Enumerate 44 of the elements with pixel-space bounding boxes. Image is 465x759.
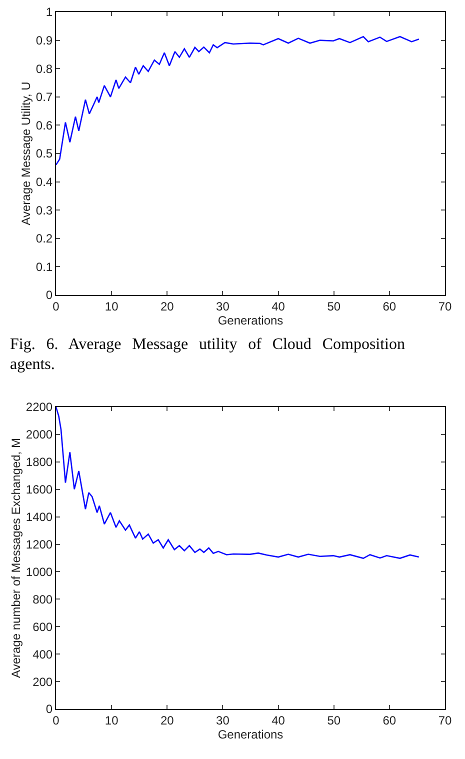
x-tick-label: 10 xyxy=(104,299,119,314)
line-series xyxy=(56,407,420,559)
y-tick-label: 1000 xyxy=(26,564,53,579)
x-tick-label: 70 xyxy=(438,713,452,728)
y-tick-label: 400 xyxy=(32,647,53,662)
y-axis-title: Average Message Utility, U xyxy=(19,82,34,226)
line-series xyxy=(56,36,420,166)
x-tick-label: 50 xyxy=(327,713,341,728)
x-tick-label: 30 xyxy=(216,299,230,314)
x-tick-label: 10 xyxy=(104,713,119,728)
x-tick-label: 20 xyxy=(160,299,174,314)
y-tick-label: 2000 xyxy=(26,428,53,442)
y-tick-label: 0.8 xyxy=(36,62,53,76)
y-tick-label: 0.2 xyxy=(36,232,53,246)
y-tick-label: 0.1 xyxy=(36,260,53,274)
caption: Fig. 6. Average Message utility of Cloud Composition agents. xyxy=(9,335,406,375)
x-tick-label: 50 xyxy=(327,299,341,314)
y-tick-label: 0.9 xyxy=(36,34,53,48)
y-axis-title: Average number of Messages Exchanged, M xyxy=(9,438,24,678)
x-axis-title: Generations xyxy=(218,313,284,328)
y-tick-label: 1600 xyxy=(26,482,53,497)
y-tick-label: 1200 xyxy=(26,537,53,552)
y-tick-label: 1 xyxy=(46,5,53,20)
y-tick-label: 600 xyxy=(32,620,53,634)
y-tick-label: 0 xyxy=(46,702,53,716)
y-tick-label: 0.7 xyxy=(36,90,53,104)
y-tick-label: 0.4 xyxy=(36,175,53,189)
x-tick-label: 60 xyxy=(382,713,396,728)
y-tick-label: 1800 xyxy=(26,455,53,470)
y-tick-label: 0.5 xyxy=(36,146,53,161)
y-tick-label: 800 xyxy=(32,592,53,606)
y-tick-label: 1400 xyxy=(26,510,53,524)
y-tick-label: 0.6 xyxy=(36,118,53,132)
x-tick-label: 30 xyxy=(216,713,230,728)
y-tick-label: 0.3 xyxy=(36,203,53,218)
x-axis-title: Generations xyxy=(218,727,284,742)
x-tick-label: 40 xyxy=(272,299,286,314)
x-tick-label: 40 xyxy=(272,713,286,728)
x-tick-label: 60 xyxy=(382,299,396,314)
x-tick-label: 20 xyxy=(160,713,174,728)
y-tick-label: 2200 xyxy=(26,400,53,414)
x-tick-label: 70 xyxy=(438,299,452,314)
y-tick-label: 0 xyxy=(46,288,53,302)
y-tick-label: 200 xyxy=(32,674,53,689)
